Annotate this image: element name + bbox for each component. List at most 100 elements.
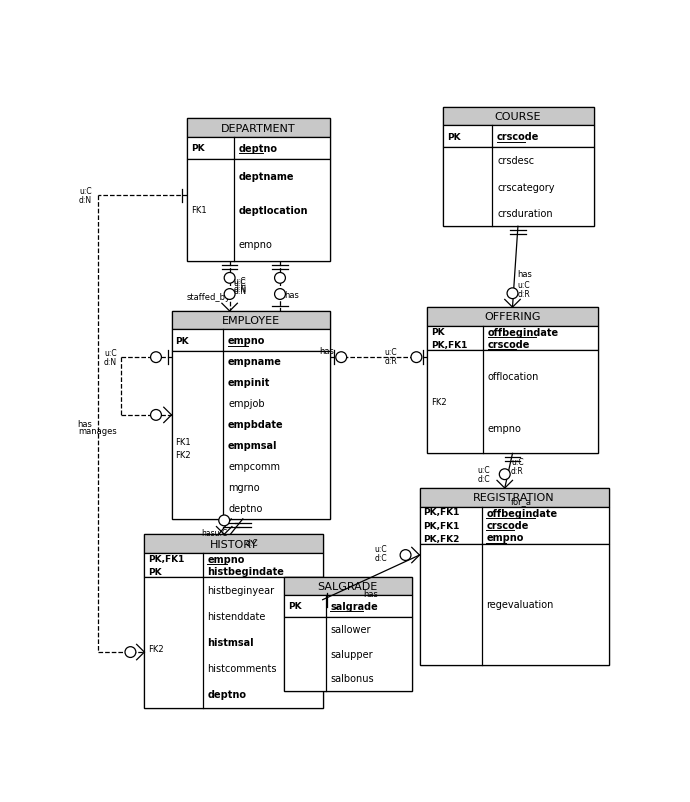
Text: PK: PK: [288, 602, 302, 610]
Bar: [427, 308, 598, 326]
Text: staffed_by: staffed_by: [187, 293, 231, 302]
Text: crscategory: crscategory: [497, 182, 555, 192]
Bar: [284, 595, 412, 617]
Text: FK1
FK2: FK1 FK2: [175, 411, 191, 460]
Text: d:R: d:R: [384, 356, 397, 365]
Text: deptno: deptno: [207, 690, 246, 699]
Text: empno: empno: [207, 554, 244, 564]
Bar: [443, 148, 594, 227]
Text: empcomm: empcomm: [228, 462, 280, 472]
Text: sallower: sallower: [331, 624, 371, 634]
Text: d:N: d:N: [233, 285, 246, 294]
Bar: [427, 326, 598, 350]
Text: d:R: d:R: [511, 467, 524, 476]
Bar: [187, 119, 331, 138]
Bar: [172, 351, 331, 519]
Bar: [284, 577, 412, 691]
Text: salbonus: salbonus: [331, 674, 374, 683]
Text: mgrno: mgrno: [228, 483, 259, 492]
Text: FK1: FK1: [191, 205, 206, 215]
Text: COURSE: COURSE: [495, 112, 541, 122]
Text: u:C: u:C: [233, 277, 246, 286]
Bar: [187, 138, 331, 160]
Text: d:N: d:N: [233, 287, 246, 296]
Text: crscode: crscode: [497, 132, 540, 142]
Ellipse shape: [150, 410, 161, 421]
Ellipse shape: [125, 647, 136, 658]
Bar: [420, 488, 609, 666]
Text: d:R: d:R: [517, 290, 530, 299]
Text: regevaluation: regevaluation: [486, 600, 553, 610]
Bar: [172, 311, 331, 519]
Text: has: has: [363, 589, 378, 598]
Text: histmsal: histmsal: [207, 638, 254, 648]
Bar: [144, 553, 323, 577]
Text: PK,FK1
PK,FK1
PK,FK2: PK,FK1 PK,FK1 PK,FK2: [424, 508, 460, 543]
Text: u:C: u:C: [384, 348, 397, 357]
Text: u:C: u:C: [511, 458, 524, 467]
Text: offbegindate: offbegindate: [486, 508, 558, 518]
Text: SALGRADE: SALGRADE: [317, 581, 377, 591]
Text: empbdate: empbdate: [228, 420, 284, 430]
Bar: [284, 577, 412, 595]
Text: u:C: u:C: [477, 465, 491, 474]
Text: deptlocation: deptlocation: [239, 205, 308, 216]
Bar: [427, 308, 598, 454]
Text: crscode: crscode: [486, 520, 529, 530]
Bar: [443, 107, 594, 227]
Text: hasu:C: hasu:C: [201, 529, 228, 537]
Bar: [144, 535, 323, 553]
Text: has: has: [284, 291, 299, 300]
Text: d:C: d:C: [477, 475, 491, 484]
Ellipse shape: [275, 290, 286, 300]
Text: empno: empno: [228, 336, 266, 346]
Text: empno: empno: [239, 240, 273, 249]
Text: u:C: u:C: [105, 349, 117, 358]
Text: salgrade: salgrade: [331, 602, 378, 611]
Bar: [427, 350, 598, 454]
Text: empjob: empjob: [228, 399, 265, 409]
Text: OFFERING: OFFERING: [484, 312, 541, 322]
Bar: [284, 617, 412, 691]
Bar: [187, 160, 331, 261]
Text: FK2: FK2: [148, 631, 164, 654]
Text: empinit: empinit: [228, 378, 270, 388]
Ellipse shape: [411, 352, 422, 363]
Bar: [187, 119, 331, 261]
Bar: [172, 311, 331, 330]
Text: u:C: u:C: [517, 281, 530, 290]
Text: EMPLOYEE: EMPLOYEE: [221, 316, 279, 326]
Text: d:C: d:C: [375, 553, 387, 562]
Text: u:C: u:C: [233, 278, 246, 287]
Text: crsduration: crsduration: [497, 209, 553, 219]
Text: deptno: deptno: [239, 144, 278, 153]
Text: FK2: FK2: [431, 398, 446, 407]
Text: empno: empno: [486, 533, 524, 543]
Text: HISTORY: HISTORY: [210, 539, 257, 549]
Bar: [420, 507, 609, 544]
Bar: [144, 535, 323, 707]
Bar: [144, 577, 323, 707]
Ellipse shape: [224, 273, 235, 284]
Text: PK: PK: [191, 144, 204, 153]
Text: REGISTRATION: REGISTRATION: [473, 492, 555, 503]
Ellipse shape: [336, 352, 346, 363]
Text: u:C: u:C: [375, 544, 387, 553]
Text: salupper: salupper: [331, 649, 373, 658]
Text: crsdesc: crsdesc: [497, 156, 534, 166]
Text: deptno: deptno: [228, 504, 262, 514]
Text: d:N: d:N: [104, 358, 117, 367]
Ellipse shape: [400, 550, 411, 561]
Ellipse shape: [150, 352, 161, 363]
Bar: [443, 107, 594, 126]
Text: empname: empname: [228, 357, 282, 367]
Bar: [443, 126, 594, 148]
Ellipse shape: [507, 289, 518, 299]
Text: histbegindate: histbegindate: [207, 566, 284, 577]
Text: manages: manages: [79, 427, 117, 436]
Text: offlocation: offlocation: [488, 371, 539, 382]
Text: crscode: crscode: [488, 339, 530, 350]
Text: histbeginyear: histbeginyear: [207, 585, 274, 596]
Text: empno: empno: [488, 423, 522, 433]
Ellipse shape: [275, 273, 286, 284]
